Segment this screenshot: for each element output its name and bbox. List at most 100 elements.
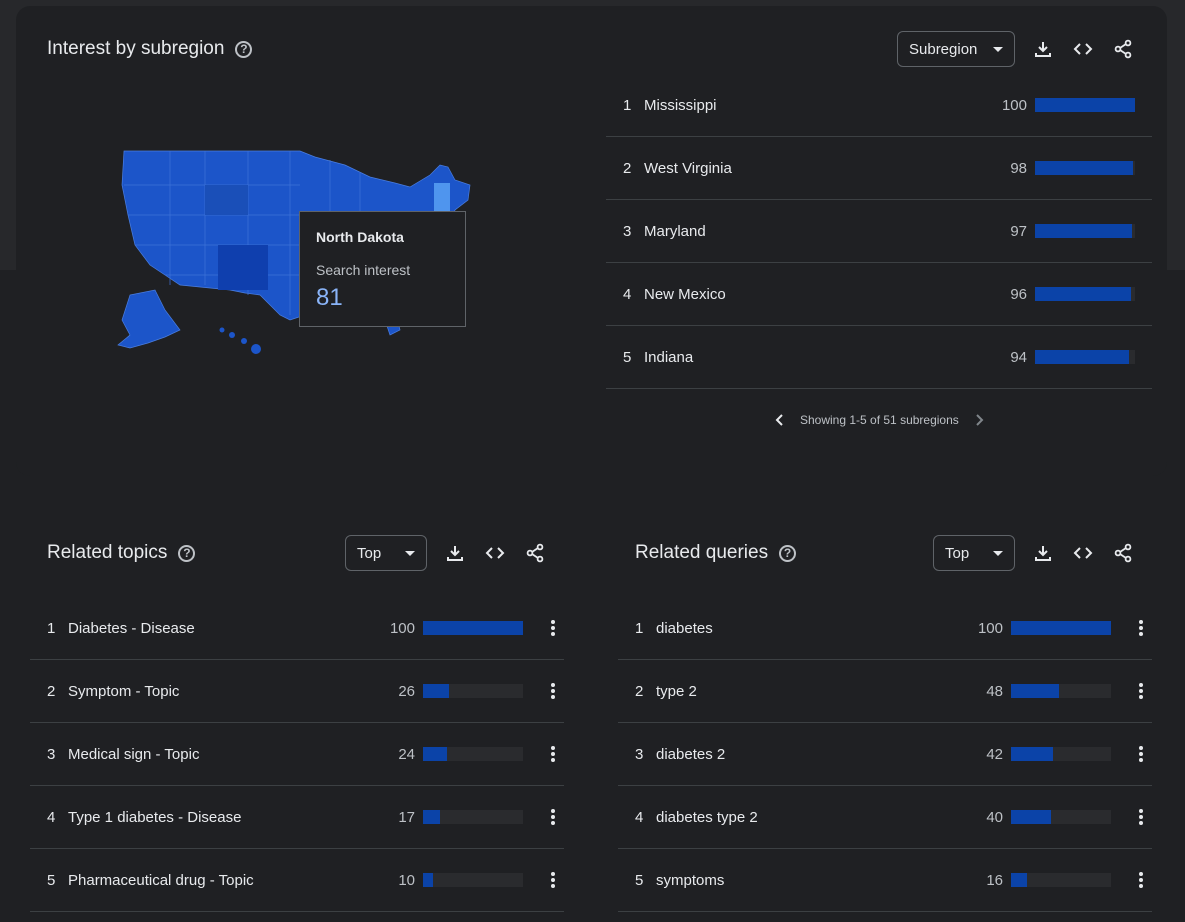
list-item[interactable]: 1 diabetes 100 (618, 597, 1152, 660)
more-vert-icon[interactable] (1138, 872, 1144, 888)
topics-dropdown[interactable]: Top (345, 535, 427, 571)
row-bar (1035, 161, 1135, 175)
more-vert-icon[interactable] (1138, 809, 1144, 825)
row-rank: 4 (47, 808, 56, 826)
row-rank: 3 (47, 745, 56, 763)
more-vert-icon[interactable] (550, 620, 556, 636)
row-bar (1035, 350, 1135, 364)
row-bar (423, 810, 523, 824)
row-label[interactable]: diabetes 2 (656, 745, 726, 763)
row-bar (423, 873, 523, 887)
more-dot (551, 620, 555, 624)
more-vert-icon[interactable] (1138, 746, 1144, 762)
help-icon[interactable]: ? (235, 40, 253, 58)
row-rank: 3 (623, 222, 632, 240)
download-icon[interactable] (1032, 38, 1054, 60)
more-dot (1139, 821, 1143, 825)
row-bar-fill (1011, 747, 1053, 761)
more-vert-icon[interactable] (1138, 620, 1144, 636)
code-icon[interactable] (1072, 38, 1094, 60)
row-label[interactable]: diabetes (656, 619, 713, 637)
more-vert-icon[interactable] (550, 683, 556, 699)
row-label[interactable]: Symptom - Topic (68, 682, 180, 700)
more-dot (551, 683, 555, 687)
queries-dropdown[interactable]: Top (933, 535, 1015, 571)
list-item[interactable]: 4 diabetes type 2 40 (618, 786, 1152, 849)
row-label[interactable]: Indiana (644, 348, 694, 366)
list-item[interactable]: 5 symptoms 16 (618, 849, 1152, 912)
row-rank: 2 (623, 159, 632, 177)
row-label[interactable]: West Virginia (644, 159, 732, 177)
list-item[interactable]: 5 Indiana 94 (606, 326, 1152, 389)
share-icon[interactable] (1112, 38, 1134, 60)
row-label[interactable]: Diabetes - Disease (68, 619, 195, 637)
list-item[interactable]: 4 Type 1 diabetes - Disease 17 (30, 786, 564, 849)
chevron-right-icon[interactable] (969, 410, 989, 430)
chevron-left-icon[interactable] (770, 410, 790, 430)
row-value: 10 (398, 871, 415, 889)
row-bar (1011, 621, 1111, 635)
row-value: 100 (1001, 96, 1027, 114)
code-icon[interactable] (484, 542, 506, 564)
list-item[interactable]: 1 Diabetes - Disease 100 (30, 597, 564, 660)
more-dot (551, 758, 555, 762)
more-dot (1139, 683, 1143, 687)
list-item[interactable]: 5 Pharmaceutical drug - Topic 10 (30, 849, 564, 912)
more-dot (1139, 620, 1143, 624)
row-bar-fill (1035, 161, 1133, 175)
help-icon[interactable]: ? (178, 544, 196, 562)
more-dot (1139, 626, 1143, 630)
row-label[interactable]: Medical sign - Topic (68, 745, 200, 763)
more-vert-icon[interactable] (1138, 683, 1144, 699)
row-bar-fill (1011, 684, 1059, 698)
row-value: 94 (1010, 348, 1027, 366)
more-vert-icon[interactable] (550, 872, 556, 888)
list-item[interactable]: 2 Symptom - Topic 26 (30, 660, 564, 723)
more-dot (551, 878, 555, 882)
row-bar (1035, 224, 1135, 238)
row-label[interactable]: type 2 (656, 682, 697, 700)
download-icon[interactable] (1032, 542, 1054, 564)
row-rank: 3 (635, 745, 644, 763)
download-icon[interactable] (444, 542, 466, 564)
share-icon[interactable] (1112, 542, 1134, 564)
subregion-dropdown[interactable]: Subregion (897, 31, 1015, 67)
list-item[interactable]: 2 West Virginia 98 (606, 137, 1152, 200)
row-bar-fill (423, 873, 433, 887)
row-label[interactable]: Type 1 diabetes - Disease (68, 808, 242, 826)
list-item[interactable]: 1 Mississippi 100 (606, 74, 1152, 137)
more-dot (551, 626, 555, 630)
list-item[interactable]: 4 New Mexico 96 (606, 263, 1152, 326)
row-value: 100 (977, 619, 1003, 637)
more-dot (1139, 815, 1143, 819)
map-tooltip: North Dakota Search interest 81 (299, 211, 466, 327)
list-item[interactable]: 3 Medical sign - Topic 24 (30, 723, 564, 786)
more-dot (1139, 689, 1143, 693)
row-label[interactable]: symptoms (656, 871, 725, 889)
row-rank: 5 (635, 871, 644, 889)
code-icon[interactable] (1072, 542, 1094, 564)
more-dot (1139, 884, 1143, 888)
share-icon[interactable] (524, 542, 546, 564)
row-label[interactable]: diabetes type 2 (656, 808, 758, 826)
help-icon[interactable]: ? (779, 544, 797, 562)
row-label[interactable]: Pharmaceutical drug - Topic (68, 871, 254, 889)
row-rank: 1 (635, 619, 644, 637)
row-value: 16 (986, 871, 1003, 889)
row-rank: 4 (635, 808, 644, 826)
row-label[interactable]: New Mexico (644, 285, 726, 303)
row-value: 48 (986, 682, 1003, 700)
list-item[interactable]: 3 diabetes 2 42 (618, 723, 1152, 786)
tooltip-region: North Dakota (316, 229, 404, 245)
more-vert-icon[interactable] (550, 746, 556, 762)
row-label[interactable]: Mississippi (644, 96, 717, 114)
list-item[interactable]: 2 type 2 48 (618, 660, 1152, 723)
row-label[interactable]: Maryland (644, 222, 706, 240)
row-bar (1011, 810, 1111, 824)
more-vert-icon[interactable] (550, 809, 556, 825)
queries-dropdown-label: Top (945, 544, 970, 562)
list-item[interactable]: 3 Maryland 97 (606, 200, 1152, 263)
row-value: 98 (1010, 159, 1027, 177)
row-bar-fill (1035, 224, 1132, 238)
more-dot (1139, 878, 1143, 882)
